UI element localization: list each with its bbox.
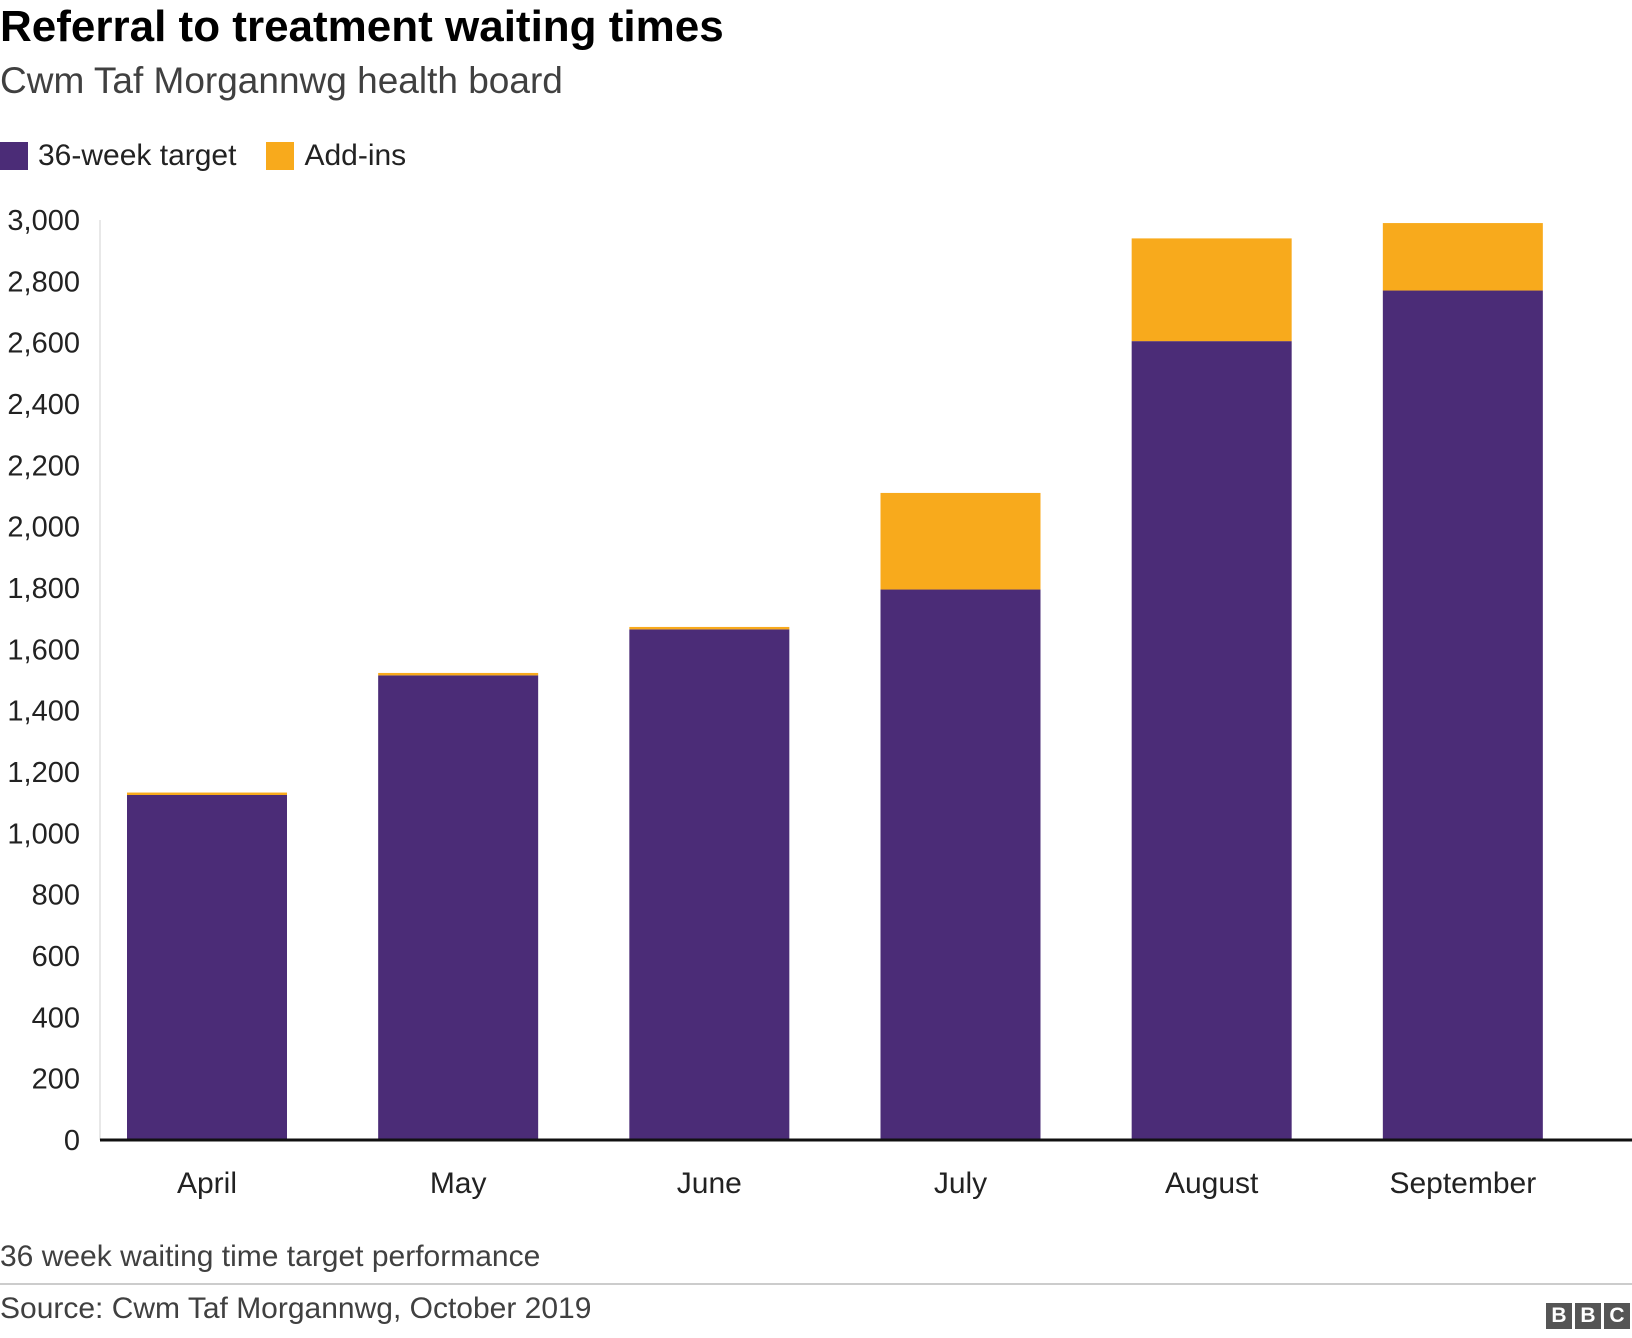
bar-add-ins-july <box>880 492 1041 590</box>
y-tick-label: 800 <box>32 880 80 912</box>
legend-item-36-week-target: 36-week target <box>0 139 236 173</box>
x-tick-label: July <box>934 1167 987 1200</box>
logo-letter: B <box>1575 1303 1601 1329</box>
footer-divider <box>0 1283 1632 1285</box>
y-tick-label: 2,800 <box>7 266 80 298</box>
y-tick-label: 200 <box>32 1064 80 1096</box>
logo-letter: C <box>1604 1303 1630 1329</box>
legend-swatch-add-ins <box>266 142 295 170</box>
x-tick-label: September <box>1389 1167 1536 1200</box>
legend-label-36-week-target: 36-week target <box>38 139 237 172</box>
x-tick-label: August <box>1165 1167 1259 1200</box>
bar-add-ins-september <box>1382 223 1543 291</box>
x-tick-label: April <box>177 1167 237 1200</box>
y-tick-label: 3,000 <box>7 205 80 237</box>
y-tick-label: 1,600 <box>7 634 80 666</box>
bar-target-july <box>880 589 1041 1140</box>
bar-target-june <box>629 629 790 1140</box>
source-note: Source: Cwm Taf Morgannwg, October 2019 <box>0 1292 592 1325</box>
x-tick-label: June <box>677 1167 742 1200</box>
y-tick-label: 1,200 <box>7 757 80 789</box>
chart-subtitle: Cwm Taf Morgannwg health board <box>0 60 563 101</box>
bar-add-ins-june <box>629 626 790 630</box>
y-tick-label: 400 <box>32 1002 80 1034</box>
y-tick-label: 2,000 <box>7 512 80 544</box>
y-tick-label: 2,600 <box>7 328 80 360</box>
bar-target-april <box>127 795 287 1140</box>
chart-caption: 36 week waiting time target performance <box>0 1240 541 1273</box>
y-tick-label: 2,200 <box>7 450 80 482</box>
y-tick-label: 1,000 <box>7 818 80 850</box>
legend-swatch-36-week-target <box>0 142 28 170</box>
legend-label-add-ins: Add-ins <box>304 139 407 172</box>
bar-target-may <box>378 675 539 1140</box>
y-tick-label: 600 <box>32 941 80 973</box>
legend-item-add-ins: Add-ins <box>266 139 406 173</box>
bar-target-august <box>1131 341 1292 1141</box>
x-tick-label: May <box>430 1167 487 1200</box>
bar-target-september <box>1382 290 1543 1140</box>
y-tick-label: 1,400 <box>7 696 80 728</box>
stacked-bar-chart: 0 200 400 600 800 1,000 1,200 1,400 1,600 1,800 2,… <box>7 205 1632 1200</box>
bar-add-ins-may <box>378 672 539 676</box>
bar-add-ins-august <box>1131 238 1292 342</box>
y-tick-label: 1,800 <box>7 573 80 605</box>
legend: 36-week target Add-ins <box>0 136 436 176</box>
bar-add-ins-april <box>127 792 287 795</box>
y-tick-label: 2,400 <box>7 389 80 421</box>
logo-letter: B <box>1546 1303 1572 1329</box>
chart-title: Referral to treatment waiting times <box>0 2 724 51</box>
bbc-logo: B B C <box>1543 1303 1630 1329</box>
y-tick-label: 0 <box>64 1125 80 1157</box>
